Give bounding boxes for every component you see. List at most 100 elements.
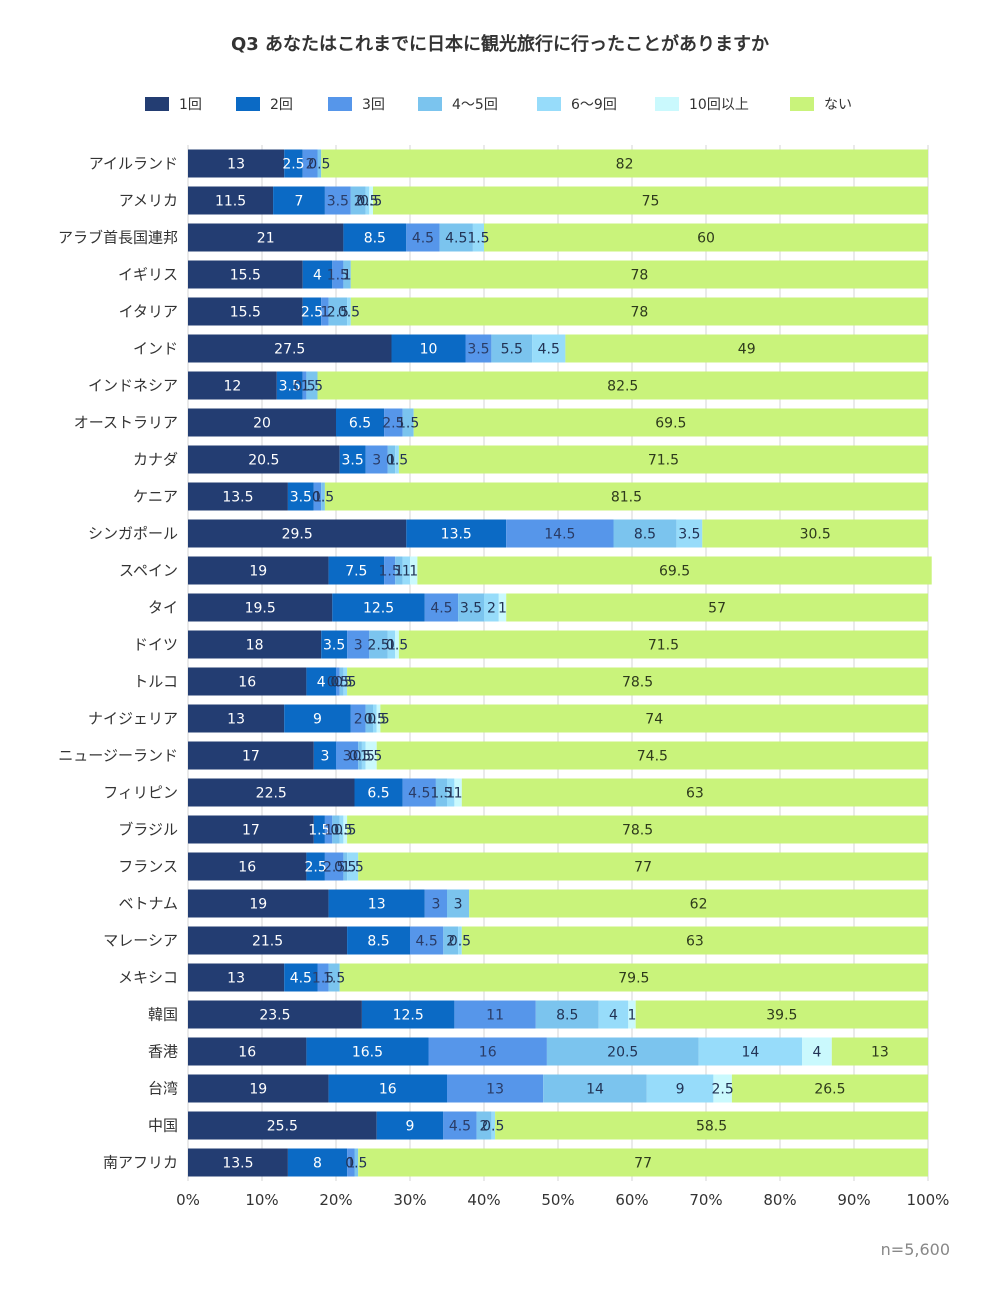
data-label: 3 [372,453,381,469]
data-label: 78 [630,268,648,284]
data-label: 26.5 [814,1082,845,1098]
data-label: 16 [238,860,256,876]
category-label: イギリス [118,266,178,284]
category-label: タイ [148,599,178,617]
bar-segment [188,1111,377,1140]
data-label: 0.5 [338,305,360,321]
bar-segment [302,149,318,178]
sample-size-note: n=5,600 [880,1240,950,1259]
data-label: 25.5 [267,1119,298,1135]
bar-segment [317,149,322,178]
data-label: 13.5 [441,527,472,543]
bar-segment [635,1000,928,1029]
data-label: 22.5 [256,786,287,802]
category-label: イタリア [119,303,178,321]
bar-segment [495,1111,928,1140]
data-label: 0.5 [367,712,389,728]
x-tick-label: 70% [689,1191,722,1209]
bar-segment [698,1037,803,1066]
bar-segment [347,297,351,326]
bar-segment [324,482,928,511]
data-label: 1 [498,601,507,617]
legend-swatch [790,97,814,111]
bar-segment [188,741,314,770]
bar-segment [535,1000,599,1029]
bar-segment [461,926,928,955]
bar-segment [676,519,703,548]
category-label: ドイツ [133,636,178,654]
bar-segment [188,297,303,326]
category-label: マレーシア [103,932,178,950]
data-label: 0.5 [312,490,334,506]
data-label: 9 [406,1119,415,1135]
data-label: 1.5 [467,231,489,247]
category-label: シンガポール [88,525,178,543]
data-label: 6.5 [367,786,389,802]
data-label: 2.5 [327,305,349,321]
x-tick-label: 90% [837,1191,870,1209]
bar-segment [365,186,370,215]
data-label: 4 [813,1045,822,1061]
bar-segment [447,778,455,807]
bar-segment [350,260,928,289]
legend-label: ない [824,97,852,113]
bar-segment [188,1037,307,1066]
bar-segment [380,704,928,733]
bar-segment [284,704,351,733]
bar-segment [302,297,322,326]
data-label: 78.5 [622,823,653,839]
data-label: 5.5 [501,342,523,358]
bar-segment [188,223,344,252]
data-label: 2.5 [712,1082,734,1098]
data-label: 3.5 [460,601,482,617]
bar-segment [302,371,307,400]
category-label: メキシコ [118,969,178,987]
data-label: 0.5 [334,860,356,876]
data-label: 3.5 [323,638,345,654]
bar-segment [376,704,381,733]
bar-segment [472,223,484,252]
data-label: 1.5 [323,971,345,987]
bar-segment [361,1000,455,1029]
data-label: 3.5 [290,490,312,506]
bar-segment [613,519,677,548]
data-label: 78 [630,305,648,321]
data-label: 3.5 [678,527,700,543]
data-label: 18 [246,638,264,654]
data-label: 2.5 [367,638,389,654]
bar-segment [424,889,447,918]
bar-segment [339,445,366,474]
data-label: 4.5 [538,342,560,358]
data-label: 14.5 [544,527,575,543]
bar-segment [313,815,325,844]
x-tick-label: 20% [319,1191,352,1209]
data-label: 4.5 [445,231,467,247]
bar-segment [306,667,336,696]
bar-segment [369,630,388,659]
bar-segment [287,482,314,511]
bar-segment [188,704,285,733]
bar-segment [417,556,932,585]
data-label: 16 [238,675,256,691]
data-label: 7.5 [345,564,367,580]
bar-segment [731,1074,928,1103]
bar-segment [339,815,344,844]
bar-segment [332,260,344,289]
bar-segment [598,1000,629,1029]
data-label: 1 [402,564,411,580]
bar-segment [328,297,348,326]
bar-segment [287,1148,348,1177]
bar-segment [365,704,373,733]
bar-segment [532,334,566,363]
data-label: 0.5 [327,675,349,691]
data-label: 77 [634,860,652,876]
data-label: 12.5 [393,1008,424,1024]
bar-segment [332,815,340,844]
bar-segment [347,926,410,955]
bar-segment [398,630,928,659]
bar-segment [484,223,928,252]
data-label: 3.5 [327,194,349,210]
bar-segment [565,334,928,363]
data-label: 1 [313,490,322,506]
data-label: 0.5 [353,749,375,765]
